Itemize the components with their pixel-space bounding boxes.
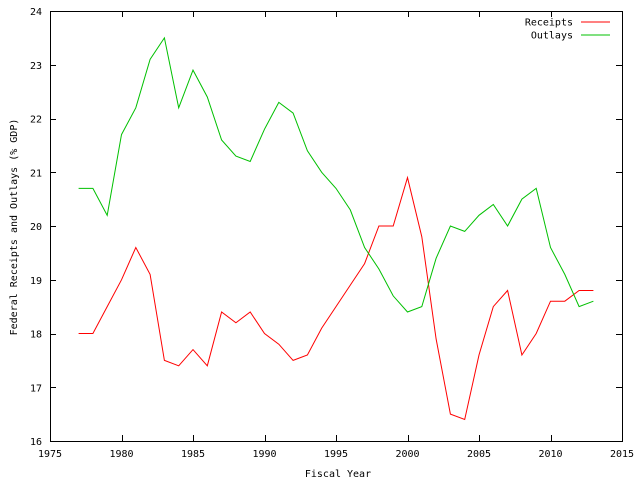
y-tick-label: 16 [30,437,42,448]
y-tick-label: 24 [30,7,42,18]
x-tick-label: 2015 [610,449,634,460]
x-tick-label: 1980 [109,449,133,460]
series-line-receipts [78,175,594,421]
x-tick-label: 1995 [324,449,348,460]
legend-label-outlays: Outlays [531,31,573,42]
y-tick-label: 21 [30,168,42,179]
legend-label-receipts: Receipts [525,18,573,29]
y-axis-title: Federal Receipts and Outlays (% GDP) [9,119,20,336]
series-line-outlays [78,36,594,313]
legend: Receipts Outlays [525,18,610,42]
axis-ticks: 1975 1980 1985 1990 1995 2000 2005 2010 2015 16 17… [30,7,634,460]
series-lines [78,36,594,421]
y-tick-label: 19 [30,276,42,287]
x-tick-label: 1975 [38,449,62,460]
x-tick-label: 2005 [467,449,491,460]
y-tick-label: 23 [30,61,42,72]
x-tick-label: 1990 [252,449,276,460]
y-tick-label: 22 [30,115,42,126]
x-tick-label: 2000 [395,449,419,460]
x-tick-label: 2010 [538,449,562,460]
y-tick-label: 20 [30,222,42,233]
x-tick-label: 1985 [181,449,205,460]
y-tick-label: 18 [30,330,42,341]
y-tick-label: 17 [30,383,42,394]
x-axis-title: Fiscal Year [305,469,371,480]
